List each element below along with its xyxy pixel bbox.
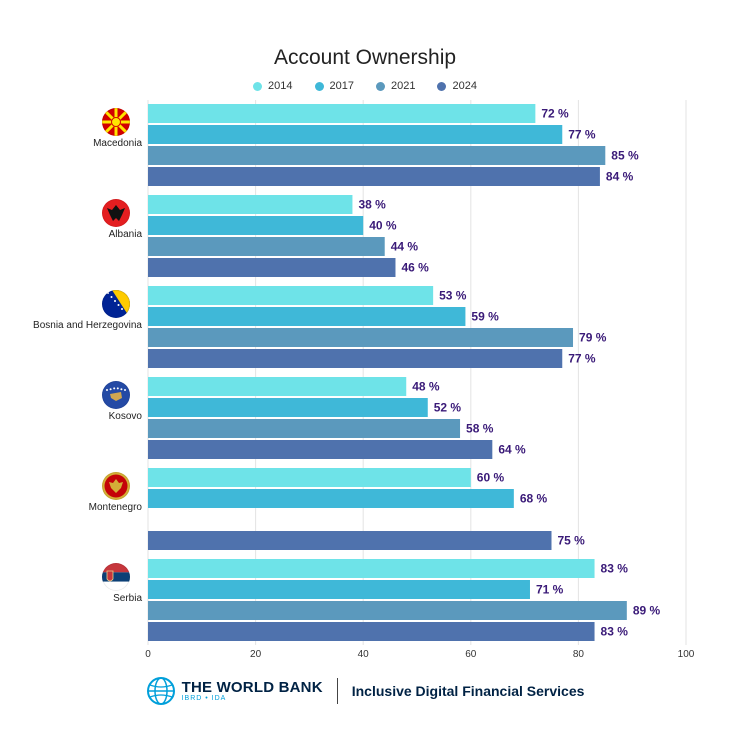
bar-2017-albania: [148, 216, 364, 235]
data-label: 44 %: [391, 240, 419, 254]
bar-2024-macedonia: [148, 167, 600, 186]
bar-2014-serbia: [148, 559, 595, 578]
bar-2017-kosovo: [148, 398, 428, 417]
footer: THE WORLD BANK IBRD • IDA Inclusive Digi…: [0, 676, 730, 706]
data-label: 72 %: [541, 107, 569, 121]
footer-divider: [336, 678, 338, 704]
bar-2021-serbia: [148, 601, 627, 620]
category-label: Albania: [109, 229, 143, 240]
serbia-flag-icon: [102, 563, 130, 591]
bar-2024-serbia: [148, 622, 595, 641]
category-label: Macedonia: [93, 138, 142, 149]
legend-marker: [253, 81, 263, 91]
data-label: 75 %: [558, 534, 586, 548]
category-label: Montenegro: [89, 502, 143, 513]
data-label: 79 %: [579, 331, 607, 345]
bar-2024-bosnia-and-herzegovina: [148, 349, 563, 368]
chart-legend: 2014 2017 2021 2024: [0, 80, 730, 92]
legend-marker: [437, 81, 447, 91]
legend-item-2021: 2021: [376, 80, 415, 92]
world-bank-subtitle: IBRD • IDA: [181, 695, 227, 702]
data-label: 40 %: [369, 219, 397, 233]
legend-label: 2017: [329, 80, 354, 92]
x-tick-label: 100: [678, 649, 695, 660]
x-tick-label: 60: [465, 649, 477, 660]
bar-2024-albania: [148, 258, 396, 277]
montenegro-flag-icon: [102, 472, 130, 500]
bar-2014-bosnia-and-herzegovina: [148, 286, 434, 305]
legend-marker: [376, 81, 385, 91]
bar-2021-kosovo: [148, 419, 461, 438]
data-label: 77 %: [568, 352, 596, 366]
data-label: 84 %: [606, 170, 634, 184]
data-label: 60 %: [477, 471, 505, 485]
legend-label: 2024: [452, 80, 477, 92]
bar-2024-montenegro: [148, 531, 552, 550]
chart-title: Account Ownership: [273, 46, 457, 69]
x-tick-label: 0: [145, 649, 151, 660]
globe-icon: [146, 677, 175, 705]
data-label: 71 %: [536, 583, 564, 597]
legend-label: 2021: [391, 80, 416, 92]
bar-2017-bosnia-and-herzegovina: [148, 307, 466, 326]
bar-2024-kosovo: [148, 440, 493, 459]
data-label: 89 %: [633, 604, 661, 618]
world-bank-logo: THE WORLD BANK IBRD • IDA: [146, 676, 323, 706]
legend-item-2024: 2024: [437, 80, 477, 92]
bar-2014-kosovo: [148, 377, 407, 396]
data-label: 64 %: [498, 443, 526, 457]
category-label: Bosnia and Herzegovina: [33, 320, 142, 331]
bar-2014-albania: [148, 195, 353, 214]
x-tick-label: 40: [358, 649, 370, 660]
data-label: 83 %: [601, 562, 629, 576]
world-bank-name: THE WORLD BANK: [181, 679, 323, 696]
category-label: Kosovo: [109, 411, 143, 422]
data-label: 83 %: [601, 625, 629, 639]
legend-item-2017: 2017: [314, 80, 354, 92]
bar-2021-albania: [148, 237, 385, 256]
x-tick-label: 80: [573, 649, 585, 660]
legend-marker: [314, 81, 324, 91]
bar-2021-macedonia: [148, 146, 606, 165]
footer-tagline: Inclusive Digital Financial Services: [351, 683, 585, 699]
data-label: 59 %: [471, 310, 499, 324]
bosnia-flag-icon: [102, 290, 130, 318]
bar-2017-montenegro: [148, 489, 514, 508]
bar-2014-macedonia: [148, 104, 536, 123]
data-label: 68 %: [520, 492, 548, 506]
data-label: 85 %: [611, 149, 639, 163]
category-label: Serbia: [113, 593, 142, 604]
data-label: 52 %: [434, 401, 462, 415]
data-label: 46 %: [401, 261, 429, 275]
bar-2017-serbia: [148, 580, 530, 599]
albania-flag-icon: [102, 199, 130, 227]
bar-2021-bosnia-and-herzegovina: [148, 328, 574, 347]
data-label: 77 %: [568, 128, 596, 142]
data-label: 38 %: [358, 198, 386, 212]
data-label: 48 %: [412, 380, 440, 394]
bar-2017-macedonia: [148, 125, 563, 144]
bar-2014-montenegro: [148, 468, 471, 487]
kosovo-flag-icon: [102, 381, 130, 409]
data-label: 58 %: [466, 422, 494, 436]
macedonia-flag-icon: [102, 108, 130, 136]
legend-label: 2014: [268, 80, 293, 92]
data-label: 53 %: [439, 289, 467, 303]
legend-item-2014: 2014: [253, 80, 293, 92]
x-tick-label: 20: [250, 649, 262, 660]
